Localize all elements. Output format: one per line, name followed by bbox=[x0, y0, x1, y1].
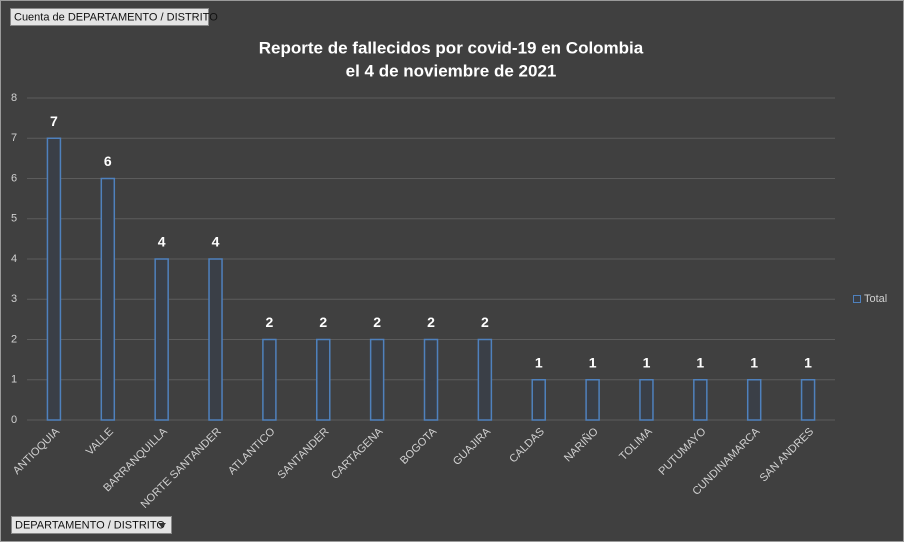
data-label: 1 bbox=[750, 354, 758, 370]
y-tick-label: 5 bbox=[11, 213, 17, 225]
y-tick-label: 2 bbox=[11, 333, 17, 345]
data-label: 2 bbox=[319, 314, 327, 330]
button-box[interactable] bbox=[10, 8, 209, 26]
data-label: 1 bbox=[696, 354, 704, 370]
data-label: 7 bbox=[50, 113, 58, 129]
button-box[interactable] bbox=[11, 516, 172, 534]
bar bbox=[693, 379, 708, 421]
chart-subtitle: el 4 de noviembre de 2021 bbox=[346, 61, 557, 80]
bar bbox=[423, 338, 439, 421]
data-label: 1 bbox=[643, 354, 651, 370]
y-tick-label: 4 bbox=[11, 253, 17, 265]
y-tick-label: 8 bbox=[11, 92, 17, 104]
data-label: 6 bbox=[104, 153, 112, 169]
bar bbox=[46, 137, 62, 421]
bar bbox=[477, 338, 493, 421]
data-label: 2 bbox=[373, 314, 381, 330]
button-label[interactable]: Cuenta de DEPARTAMENTO / DISTRITO bbox=[14, 11, 218, 23]
data-label: 1 bbox=[804, 354, 812, 370]
y-tick-label: 0 bbox=[11, 414, 17, 426]
bar bbox=[639, 379, 654, 421]
data-label: 2 bbox=[427, 314, 435, 330]
bar bbox=[531, 379, 546, 421]
data-label: 4 bbox=[212, 234, 220, 250]
data-label: 4 bbox=[158, 234, 166, 250]
y-tick-label: 7 bbox=[11, 132, 17, 144]
bar bbox=[369, 338, 385, 421]
data-label: 1 bbox=[535, 354, 543, 370]
bar bbox=[585, 379, 600, 421]
bar bbox=[262, 338, 277, 421]
bar bbox=[800, 379, 816, 421]
data-label: 1 bbox=[589, 354, 597, 370]
legend-label: Total bbox=[864, 293, 887, 305]
bar bbox=[154, 258, 169, 421]
chart-title: Reporte de fallecidos por covid-19 en Co… bbox=[259, 38, 644, 57]
bar bbox=[208, 258, 223, 421]
data-label: 2 bbox=[481, 314, 489, 330]
legend-swatch bbox=[853, 295, 861, 303]
y-tick-label: 3 bbox=[11, 293, 17, 305]
bar bbox=[746, 379, 762, 421]
value-field-button[interactable]: Cuenta de DEPARTAMENTO / DISTRITO bbox=[10, 8, 219, 26]
data-label: 2 bbox=[266, 314, 274, 330]
button-label[interactable]: DEPARTAMENTO / DISTRITO bbox=[15, 519, 165, 531]
axis-field-button[interactable]: DEPARTAMENTO / DISTRITO bbox=[11, 516, 172, 534]
y-tick-label: 6 bbox=[11, 172, 17, 184]
bar bbox=[316, 338, 331, 421]
bar bbox=[100, 177, 116, 421]
dropdown-arrow[interactable] bbox=[158, 523, 166, 528]
y-tick-label: 1 bbox=[11, 374, 17, 386]
